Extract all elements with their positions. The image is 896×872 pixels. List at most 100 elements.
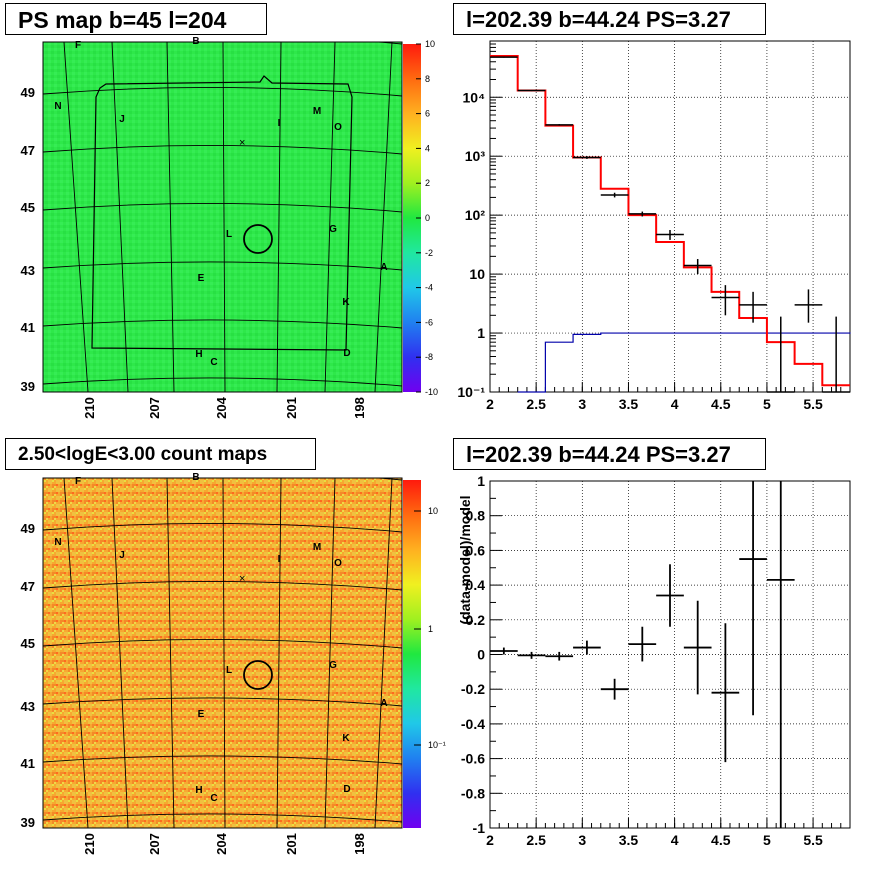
y-tick-label: 0.4: [466, 577, 486, 593]
colorbar1-tick-label: 10: [425, 39, 435, 49]
colorbar1-tick-label: 2: [425, 178, 430, 188]
count-map-panel: ×: [42, 477, 421, 829]
colorbar1-tick-label: -10: [425, 387, 438, 397]
map1-lat-label: 43: [21, 263, 35, 278]
source-label: M: [313, 106, 321, 117]
map1-lon-label: 210: [82, 397, 97, 419]
residual-point: [628, 626, 657, 662]
source-label: N: [54, 537, 61, 548]
ps-map-panel: ×: [42, 41, 421, 393]
data-point: [628, 211, 657, 217]
x-tick-label: 4: [671, 396, 679, 412]
background-model-histogram: [517, 332, 851, 393]
data-point: [545, 124, 574, 126]
source-label: J: [119, 550, 125, 561]
source-label: E: [198, 709, 205, 720]
x-tick-label: 5.5: [803, 832, 823, 848]
source-label: O: [334, 558, 342, 569]
colorbar2-tick-label: 10: [428, 506, 438, 516]
x-tick-label: 3.5: [619, 396, 639, 412]
data-point: [739, 291, 767, 323]
colorbar1-tick-label: -8: [425, 352, 433, 362]
data-point: [517, 89, 546, 92]
source-label: E: [198, 273, 205, 284]
source-label: D: [343, 348, 350, 359]
colorbar2-tick-label: 1: [428, 624, 433, 634]
y-tick-label: 0.8: [466, 508, 486, 524]
target-circle: [243, 224, 273, 254]
spectrum-title: l=202.39 b=44.24 PS=3.27: [453, 3, 766, 35]
data-point: [766, 316, 795, 393]
map2-lon-label: 210: [82, 833, 97, 855]
source-label: N: [54, 101, 61, 112]
map1-lat-label: 49: [21, 85, 35, 100]
source-label: H: [195, 785, 202, 796]
residual-chart: 2 2.5 3 3.5 4 4.5 5 5.5 -1 -0.8 -0.6 -0.4 -0.2 0 0.2 0.…: [457, 473, 851, 848]
colorbar1-tick-label: 0: [425, 213, 430, 223]
map1-lon-label: 204: [214, 396, 229, 418]
colorbar1-tick-label: 4: [425, 143, 430, 153]
x-tick-label: 5.5: [803, 396, 823, 412]
x-tick-label: 3: [578, 832, 586, 848]
residual-point: [545, 651, 574, 661]
x-tick-label: 3: [578, 396, 586, 412]
target-cross-marker: ×: [239, 137, 245, 149]
count-map-colorbar: [403, 480, 421, 828]
y-tick-label: 0.6: [466, 542, 486, 558]
x-tick-label: 4.5: [711, 832, 731, 848]
y-axis-label: (data-model)/model: [457, 495, 473, 624]
x-tick-label: 2.5: [526, 396, 546, 412]
source-label: G: [329, 224, 337, 235]
map2-lat-label: 45: [21, 636, 35, 651]
source-label: C: [210, 357, 217, 368]
source-label: F: [75, 40, 81, 51]
source-label: H: [195, 349, 202, 360]
y-tick-label: 10²: [465, 207, 486, 223]
y-tick-label: -0.2: [461, 681, 485, 697]
map1-lat-label: 41: [21, 320, 35, 335]
source-label: C: [210, 793, 217, 804]
count-map-image: [42, 477, 403, 829]
x-tick-label: 2.5: [526, 832, 546, 848]
residual-point: [600, 678, 629, 700]
y-tick-label: 10⁻¹: [457, 384, 485, 400]
map2-lon-label: 198: [352, 833, 367, 855]
plot-frame: [489, 40, 851, 393]
map2-lon-label: 207: [147, 833, 162, 855]
residual-point: [517, 651, 546, 659]
y-tick-label: 0: [477, 647, 485, 663]
source-label: A: [380, 262, 387, 273]
x-tick-label: 3.5: [619, 832, 639, 848]
x-tick-label: 4: [671, 832, 679, 848]
map2-lat-label: 39: [21, 815, 35, 830]
residual-point: [573, 640, 601, 655]
data-point: [794, 289, 823, 323]
colorbar1-tick-label: -4: [425, 283, 433, 293]
residual-point: [683, 600, 712, 695]
map1-lon-label: 207: [147, 397, 162, 419]
source-label: J: [119, 114, 125, 125]
y-tick-label: 10: [469, 266, 485, 282]
source-label: F: [75, 476, 81, 487]
map2-lat-label: 41: [21, 756, 35, 771]
colorbar1-tick-label: 8: [425, 74, 430, 84]
source-label: I: [278, 118, 281, 129]
source-label: M: [313, 542, 321, 553]
y-tick-label: 1: [477, 325, 485, 341]
map2-lon-label: 204: [214, 832, 229, 854]
y-tick-label: 10⁴: [463, 89, 486, 105]
colorbar2-tick-label: 10⁻¹: [428, 740, 446, 750]
map2-lat-label: 49: [21, 521, 35, 536]
colorbar1-tick-label: -6: [425, 317, 433, 327]
x-tick-label: 2: [486, 832, 494, 848]
x-tick-label: 5: [763, 832, 771, 848]
source-label: B: [192, 472, 199, 483]
y-tick-label: 0.2: [466, 612, 486, 628]
residual-point: [739, 481, 767, 716]
source-label: D: [343, 784, 350, 795]
map1-lon-label: 201: [284, 397, 299, 419]
spectrum-chart: 2 2.5 3 3.5 4 4.5 5 5.5 10⁻¹ 1 10 10² 10³ 10⁴: [457, 40, 851, 412]
source-label: G: [329, 660, 337, 671]
map2-lat-label: 47: [21, 579, 35, 594]
